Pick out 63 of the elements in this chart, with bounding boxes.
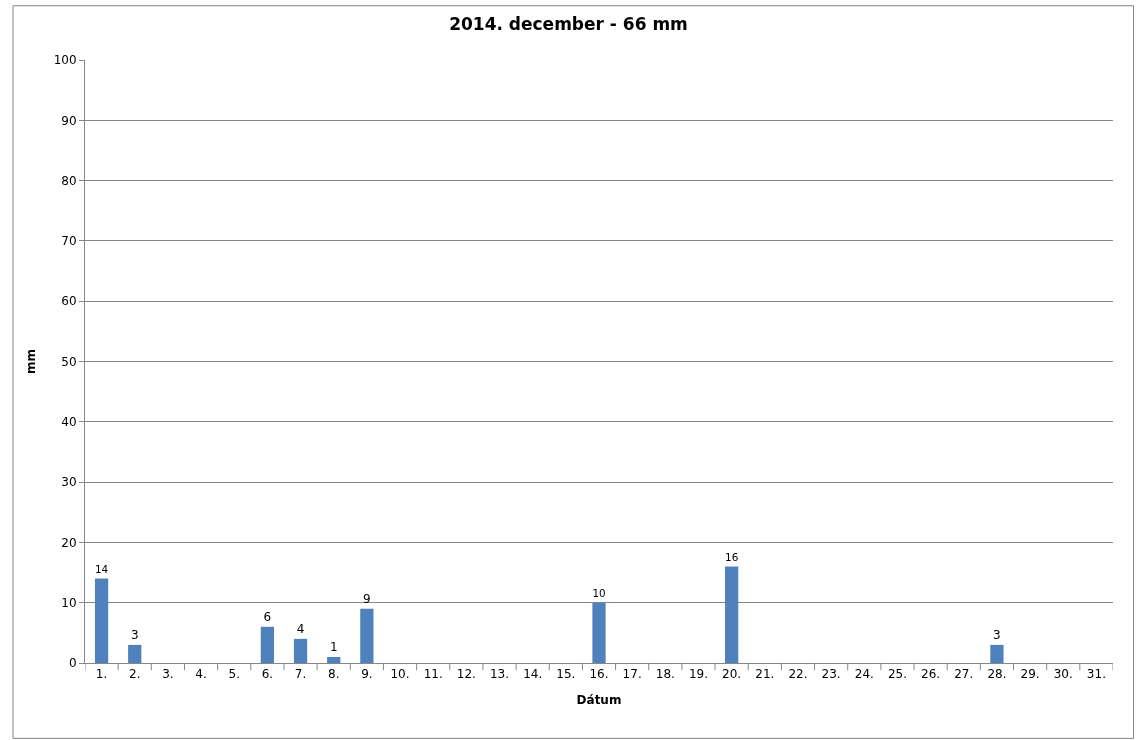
x-tick-label: 10. [390, 667, 410, 682]
x-tick-label: 21. [755, 667, 775, 682]
x-tick-label: 6. [261, 667, 274, 682]
x-tick-label: 3. [162, 667, 174, 682]
x-tick-label: 20. [722, 667, 742, 682]
y-tick-label: 50 [61, 354, 77, 369]
x-tick-label: 29. [1020, 667, 1040, 682]
x-tick-label: 5. [228, 667, 240, 682]
x-tick-label: 22. [788, 667, 808, 682]
x-tick-label: 18. [655, 667, 675, 682]
y-tick-label: 20 [61, 535, 77, 550]
x-tick-label: 16. [589, 667, 609, 682]
x-tick-label: 11. [423, 667, 443, 682]
x-tick-label: 19. [688, 667, 709, 682]
y-tick-label: 100 [53, 53, 77, 68]
y-tick-label: 10 [61, 595, 77, 610]
x-tick-label: 14. [523, 667, 543, 682]
x-tick-label: 31. [1086, 667, 1106, 682]
x-tick-label: 8. [327, 667, 340, 682]
data-label: 14 [94, 562, 109, 575]
data-label: 10 [592, 587, 606, 600]
bar [128, 644, 142, 663]
x-tick-label: 30. [1053, 667, 1073, 682]
bar [94, 578, 109, 663]
bar [725, 566, 739, 663]
data-label: 16 [725, 550, 739, 563]
x-tick-label: 1. [95, 667, 108, 682]
y-tick-label: 90 [61, 113, 77, 128]
x-tick-label: 17. [622, 667, 642, 682]
y-axis-title: mm [23, 348, 38, 375]
x-tick-label: 13. [489, 667, 510, 682]
bar [360, 608, 374, 663]
data-label: 6 [263, 609, 272, 624]
x-tick-label: 26. [921, 667, 941, 682]
x-axis-title: Dátum [576, 693, 622, 708]
x-tick-label: 9. [361, 667, 373, 682]
y-tick-label: 40 [61, 415, 77, 429]
x-tick-label: 28. [987, 667, 1007, 682]
bar [260, 626, 275, 663]
x-tick-label: 25. [887, 667, 907, 682]
data-label: 3 [130, 627, 139, 642]
x-tick-label: 7. [294, 667, 307, 682]
x-tick-label: 27. [954, 667, 974, 682]
x-tick-label: 23. [821, 667, 841, 682]
data-label: 4 [296, 621, 305, 636]
x-tick-label: 24. [854, 667, 874, 682]
bar [327, 656, 341, 663]
x-tick-label: 12. [456, 667, 476, 682]
bar [592, 602, 606, 663]
y-tick-label: 60 [61, 294, 77, 309]
data-label: 1 [329, 639, 338, 654]
bar [990, 644, 1004, 663]
x-tick-label: 15. [556, 667, 576, 682]
y-tick-label: 80 [61, 173, 77, 188]
x-tick-label: 4. [195, 667, 207, 682]
y-tick-label: 0 [68, 656, 77, 671]
data-label: 9 [363, 591, 371, 606]
y-tick-label: 70 [61, 234, 77, 249]
x-tick-label: 2. [129, 667, 141, 682]
bar [293, 638, 308, 663]
data-label: 3 [993, 627, 1001, 642]
y-tick-label: 30 [61, 475, 77, 490]
chart-title: 2014. december - 66 mm [449, 14, 688, 35]
